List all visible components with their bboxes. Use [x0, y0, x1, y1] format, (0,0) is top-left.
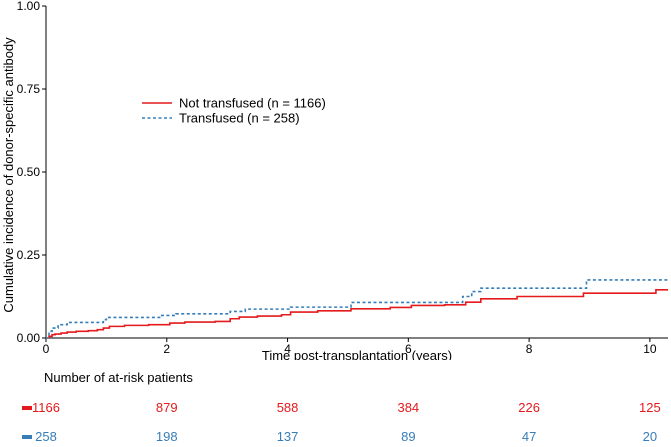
risk-row-swatch [22, 406, 32, 410]
x-tick-label: 6 [405, 342, 412, 356]
series-line-not-transfused [46, 289, 668, 339]
x-tick-label: 10 [643, 342, 657, 356]
series-layer [46, 279, 668, 339]
risk-count: 384 [397, 400, 420, 415]
risk-row-not-transfused: 1166 879 588 384 226 125 [0, 400, 671, 418]
cumulative-incidence-chart: 0.00 0.25 0.50 0.75 1.00 0 2 4 6 8 10 Not transfu… [1, 0, 668, 360]
risk-count: 125 [639, 400, 661, 415]
legend: Not transfused (n = 1166)Transfused (n =… [142, 96, 326, 126]
risk-count: 137 [276, 429, 299, 444]
x-axis-label: Time post-transplantation (years) [262, 348, 452, 360]
y-tick-label: 0.00 [17, 331, 41, 345]
risk-count: 198 [155, 429, 178, 444]
legend-label: Not transfused (n = 1166) [179, 96, 326, 111]
x-tick-label: 2 [163, 342, 170, 356]
x-tick-label: 0 [43, 342, 50, 356]
y-tick-label: 0.25 [17, 248, 41, 262]
risk-count: 89 [401, 429, 416, 444]
x-axis: 0 2 4 6 8 10 [43, 337, 668, 356]
risk-row-swatch [22, 435, 32, 439]
risk-count: 1166 [32, 400, 60, 415]
risk-count: 879 [155, 400, 178, 415]
x-tick-label: 8 [526, 342, 533, 356]
risk-table-title: Number of at-risk patients [44, 370, 193, 385]
legend-label: Transfused (n = 258) [179, 111, 300, 126]
risk-row-transfused: 258 198 137 89 47 20 [0, 429, 671, 447]
x-tick-label: 4 [284, 342, 291, 356]
y-tick-label: 1.00 [17, 0, 41, 13]
y-axis-label: Cumulative incidence of donor-specific a… [1, 37, 16, 313]
y-tick-label: 0.50 [17, 165, 41, 179]
series-line-transfused [46, 279, 668, 339]
risk-count: 258 [35, 429, 57, 444]
risk-count: 588 [276, 400, 299, 415]
risk-count: 47 [521, 429, 537, 444]
risk-count: 20 [642, 429, 658, 444]
risk-count: 226 [518, 400, 540, 415]
y-axis: 0.00 0.25 0.50 0.75 1.00 [17, 0, 47, 345]
y-tick-label: 0.75 [17, 82, 41, 96]
